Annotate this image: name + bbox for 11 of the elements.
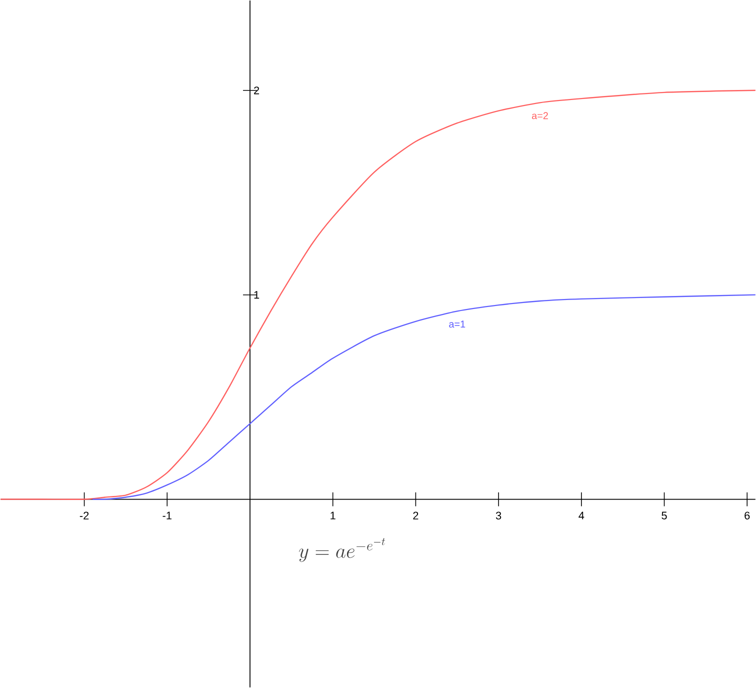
series-label: a=1 — [449, 320, 466, 328]
x-tick-label: 5 — [662, 512, 667, 520]
x-tick-label: 1 — [330, 512, 336, 520]
x-tick-label: 4 — [578, 512, 584, 520]
x-tick-label: -2 — [80, 512, 89, 520]
x-tick-label: 6 — [744, 512, 750, 520]
x-tick-label: -1 — [162, 512, 172, 520]
x-tick-label: 2 — [413, 512, 418, 520]
annotation: $y=ae^{-e^{-t}}$ — [299, 538, 386, 562]
x-tick-label: 3 — [496, 512, 502, 520]
series-label: a=2 — [532, 112, 548, 120]
